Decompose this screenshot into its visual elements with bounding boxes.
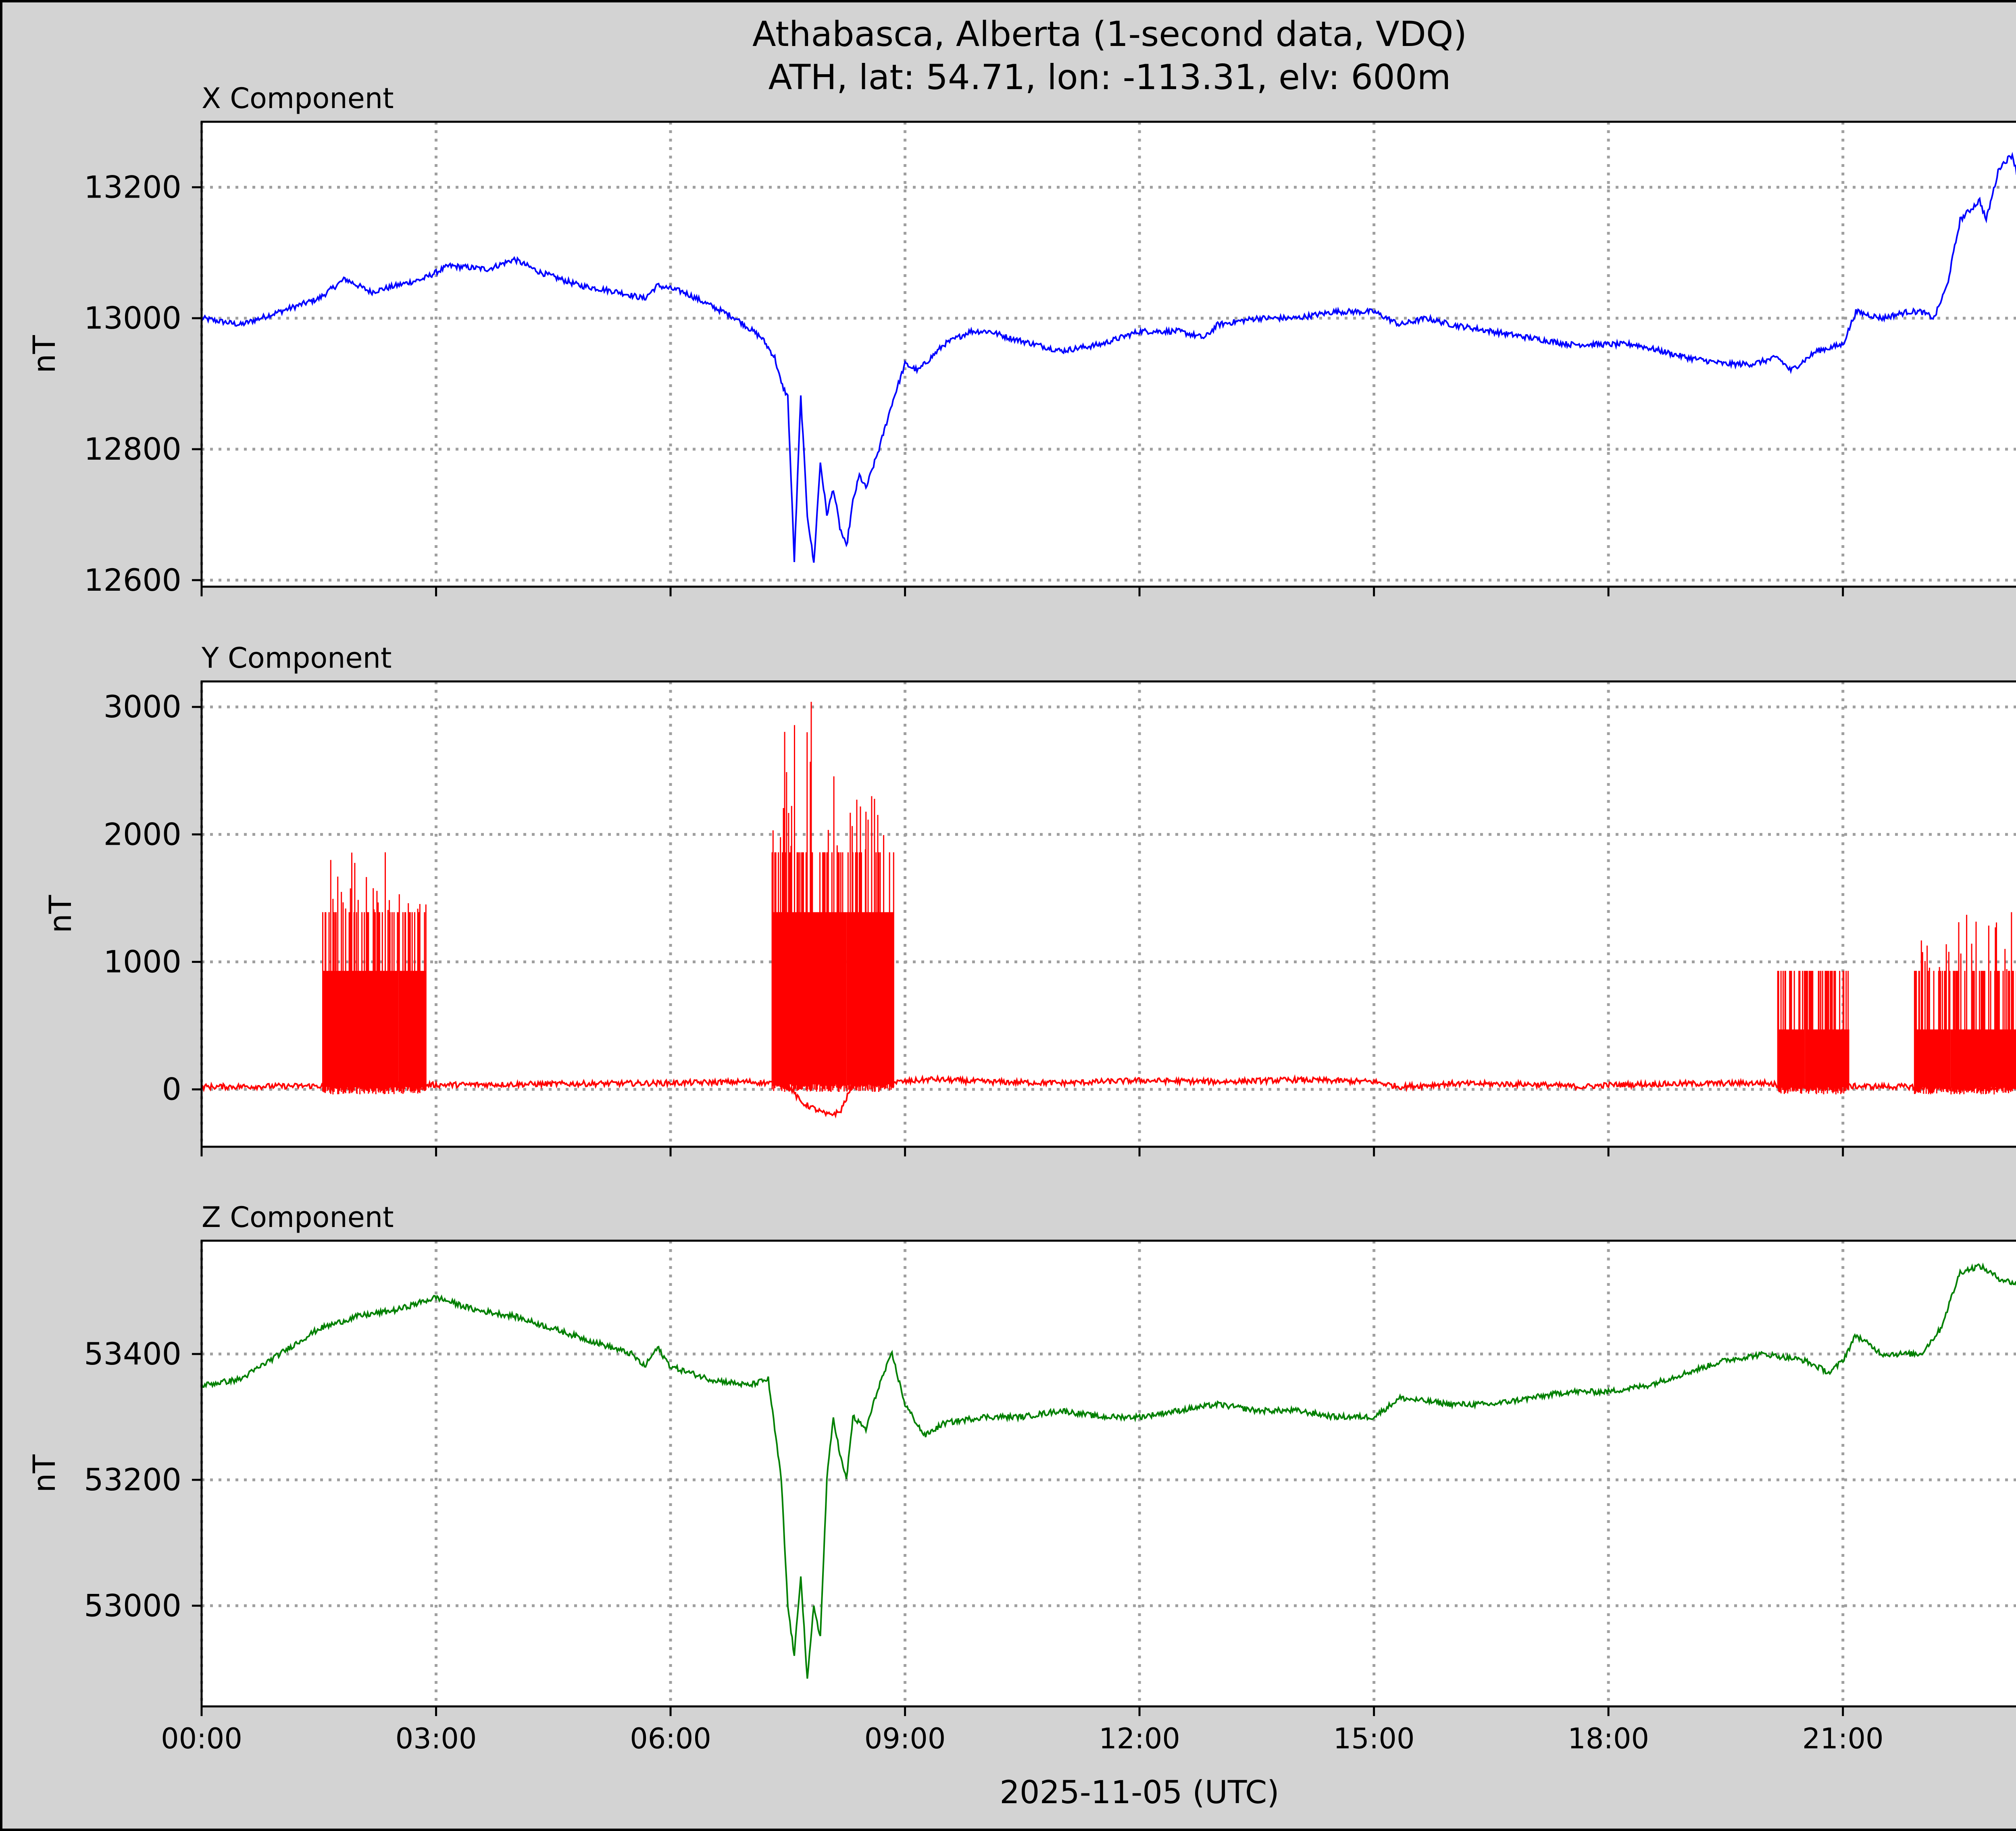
spike-burst bbox=[837, 796, 894, 1092]
y-tick-label: 2000 bbox=[104, 816, 181, 852]
x-tick-label: 00:00 bbox=[161, 1722, 242, 1755]
spike-burst bbox=[1777, 971, 1849, 1095]
panel-1: 12600 12800 13000 13200 X Component nT bbox=[26, 82, 2016, 598]
panel-title: X Component bbox=[202, 82, 394, 115]
series-line bbox=[202, 152, 2016, 563]
figure-title-line1: Athabasca, Alberta (1-second data, VDQ) bbox=[752, 14, 1467, 54]
panel-title: Z Component bbox=[202, 1201, 394, 1234]
y-axis-label: nT bbox=[42, 895, 78, 933]
y-tick-label: 53000 bbox=[84, 1587, 181, 1623]
x-tick-label: 09:00 bbox=[864, 1722, 946, 1755]
y-tick-label: 13000 bbox=[84, 300, 181, 336]
y-tick-label: 53400 bbox=[84, 1336, 181, 1372]
panel-title: Y Component bbox=[201, 642, 392, 675]
y-tick-label: 12600 bbox=[84, 562, 181, 598]
y-axis-label: nT bbox=[26, 335, 62, 373]
y-tick-label: 1000 bbox=[104, 944, 181, 980]
spike-burst bbox=[1914, 912, 2016, 1095]
series-line bbox=[202, 1074, 2016, 1119]
x-tick-label: 12:00 bbox=[1099, 1722, 1180, 1755]
x-tick-label: 18:00 bbox=[1568, 1722, 1649, 1755]
panels: 12600 12800 13000 13200 X Component nT 0 1000 20… bbox=[26, 82, 2016, 1755]
y-tick-label: 12800 bbox=[84, 431, 181, 467]
y-tick-label: 3000 bbox=[104, 689, 181, 725]
plot-area bbox=[202, 1241, 2016, 1706]
y-tick-label: 0 bbox=[162, 1071, 181, 1107]
x-tick-label: 03:00 bbox=[396, 1722, 477, 1755]
panel-2: 0 1000 2000 3000 Y Component nT bbox=[42, 642, 2016, 1156]
spike-burst bbox=[771, 702, 838, 1092]
panel-3: 00:00 03:00 06:00 09:00 12:00 15:00 18:00 21:00… bbox=[26, 1201, 2016, 1755]
figure-title-line2: ATH, lat: 54.71, lon: -113.31, elv: 600m bbox=[768, 57, 1451, 98]
x-tick-label: 06:00 bbox=[630, 1722, 711, 1755]
x-tick-label: 15:00 bbox=[1333, 1722, 1415, 1755]
y-tick-label: 13200 bbox=[84, 169, 181, 205]
y-tick-label: 53200 bbox=[84, 1462, 181, 1498]
plot-area bbox=[202, 122, 2016, 587]
y-axis-label: nT bbox=[26, 1454, 62, 1493]
x-axis-label: 2025-11-05 (UTC) bbox=[1000, 1775, 1279, 1811]
plot-area bbox=[202, 681, 2016, 1147]
spike-burst bbox=[322, 852, 427, 1095]
series-line bbox=[202, 1262, 2016, 1679]
x-tick-label: 21:00 bbox=[1802, 1722, 1884, 1755]
